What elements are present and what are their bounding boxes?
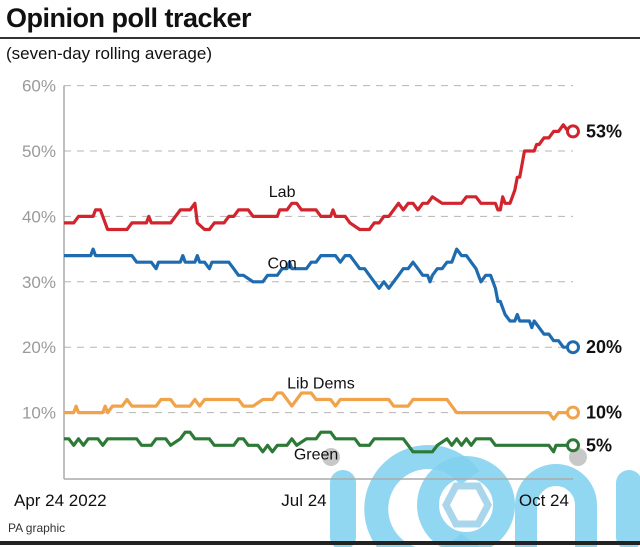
series-lines [64,123,580,454]
x-tick-labels: Apr 24 2022 Jul 24 Oct 24 [14,491,569,510]
iconic-watermark [322,445,640,547]
y-tick-label: 30% [22,273,56,292]
series-name-label: Con [267,256,296,273]
end-marker [566,124,580,139]
end-value-label: 10% [586,403,622,423]
series-name-label: Lib Dems [287,375,355,392]
y-tick-label: 60% [22,77,56,96]
y-tick-label: 10% [22,404,56,423]
gridlines [64,85,573,414]
title-divider [0,37,640,39]
y-tick-labels: 10% 20% 30% 40% 50% 60% [22,77,56,423]
series-name-label: Green [294,447,338,464]
end-value-label: 53% [586,121,622,141]
watermark-hexagon [442,482,492,528]
x-tick-label: Apr 24 2022 [14,491,107,510]
watermark-c [364,445,480,547]
end-value-label: 5% [586,435,612,455]
series-name-label: Lab [269,184,296,201]
x-tick-label: Oct 24 [519,491,569,510]
chart-subtitle: (seven-day rolling average) [6,44,212,63]
y-tick-label: 20% [22,338,56,357]
watermark-dot [322,448,340,466]
end-value-label: 20% [586,337,622,357]
series-line-lib-dems [64,391,573,421]
x-tick-label: Jul 24 [281,491,326,510]
credit-text: PA graphic [8,521,66,535]
chart-title: Opinion poll tracker [6,3,252,33]
end-marker [566,438,580,453]
series-line-green [64,430,573,454]
series-labels: 53% Lab 20% Con 10% Lib Dems 5% Green [267,121,622,463]
series-line-con [64,247,573,349]
end-marker [566,405,580,420]
series-line-lab [64,123,573,232]
watermark-n [515,464,597,547]
watermark-i [330,470,356,547]
footer-divider [0,541,640,545]
y-tick-label: 50% [22,142,56,161]
end-marker [566,340,580,355]
watermark-dot [569,448,587,466]
y-tick-label: 40% [22,207,56,226]
watermark-i2 [616,470,640,547]
